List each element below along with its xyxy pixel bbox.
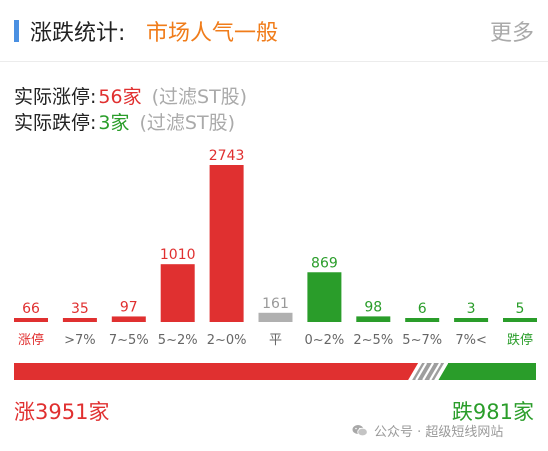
bar-value-label: 161 bbox=[262, 296, 289, 312]
down-total: 跌981家 bbox=[451, 400, 534, 424]
more-link[interactable]: 更多 bbox=[489, 21, 534, 46]
bar bbox=[307, 272, 342, 322]
limit-down-stat: 实际跌停: 3家 (过滤ST股) bbox=[14, 108, 235, 135]
limit-up-value: 56家 bbox=[98, 86, 142, 108]
header-accent-bar bbox=[14, 20, 19, 42]
flat-segment-stripe bbox=[415, 363, 428, 380]
flat-segment-stripe bbox=[422, 363, 435, 380]
bar bbox=[503, 318, 537, 322]
category-label: 2~0% bbox=[207, 333, 247, 348]
category-label: 5~2% bbox=[158, 333, 198, 348]
watermark-text: 公众号 · 超级短线网站 bbox=[374, 425, 504, 440]
up-down-ratio-bar bbox=[14, 363, 536, 380]
down-segment bbox=[438, 363, 536, 380]
limit-down-value: 3家 bbox=[98, 112, 130, 134]
wechat-icon bbox=[352, 425, 368, 437]
market-mood: 市场人气一般 bbox=[146, 21, 279, 46]
bar bbox=[454, 318, 489, 322]
bar-value-label: 2743 bbox=[209, 148, 245, 164]
bar-value-label: 6 bbox=[418, 301, 427, 317]
up-total: 涨3951家 bbox=[14, 400, 110, 424]
bar bbox=[258, 312, 293, 322]
bar-value-label: 66 bbox=[22, 301, 40, 317]
up-segment bbox=[14, 363, 419, 380]
bar-value-label: 1010 bbox=[160, 247, 196, 263]
category-label: 2~5% bbox=[353, 333, 393, 348]
filter-note: (过滤ST股) bbox=[151, 86, 248, 108]
category-label: >7% bbox=[64, 333, 96, 348]
category-label: 7%< bbox=[455, 333, 487, 348]
bar bbox=[356, 316, 391, 322]
limit-down-label: 实际跌停: bbox=[14, 112, 97, 134]
bar bbox=[405, 318, 440, 322]
category-label: 跌停 bbox=[507, 332, 533, 348]
category-label: 平 bbox=[269, 333, 282, 348]
bar bbox=[209, 165, 244, 322]
category-label: 涨停 bbox=[18, 332, 44, 348]
bar bbox=[62, 318, 97, 322]
bar bbox=[111, 316, 146, 322]
flat-segment-stripe bbox=[436, 363, 449, 380]
flat-segment-stripe bbox=[429, 363, 442, 380]
distribution-chart: 66涨停35>7%977~5%10105~2%27432~0%161平8690~… bbox=[14, 148, 537, 348]
stats-header: 涨跌统计: 市场人气一般 更多 bbox=[0, 0, 548, 62]
bar-value-label: 98 bbox=[364, 299, 382, 315]
section-title: 涨跌统计: bbox=[30, 21, 126, 46]
watermark: 公众号 · 超级短线网站 bbox=[352, 421, 503, 440]
bar-value-label: 97 bbox=[120, 299, 138, 315]
bar-value-label: 869 bbox=[311, 255, 338, 271]
category-label: 5~7% bbox=[402, 333, 442, 348]
bar bbox=[14, 318, 48, 322]
limit-up-label: 实际涨停: bbox=[14, 86, 97, 108]
bar-value-label: 3 bbox=[467, 301, 476, 317]
category-label: 0~2% bbox=[305, 333, 345, 348]
bar bbox=[160, 264, 195, 322]
filter-note: (过滤ST股) bbox=[139, 112, 236, 134]
category-label: 7~5% bbox=[109, 333, 149, 348]
bar-value-label: 35 bbox=[71, 301, 89, 317]
limit-up-stat: 实际涨停: 56家 (过滤ST股) bbox=[14, 82, 247, 109]
bar-value-label: 5 bbox=[516, 301, 525, 317]
